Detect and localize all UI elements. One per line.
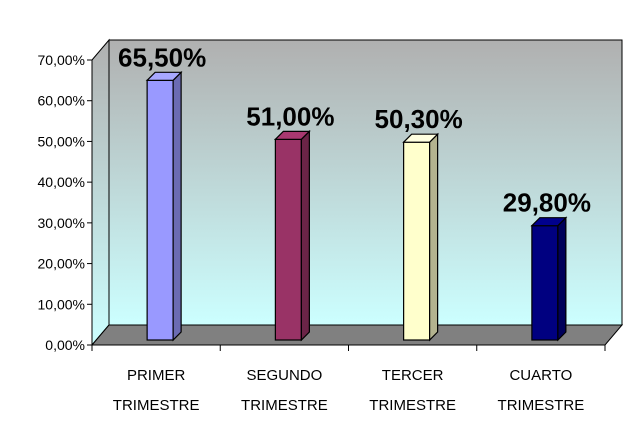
y-tick-label: 30,00%: [38, 215, 85, 231]
labels: 65,50% PRIMER TRIMESTRE 51,00% SEGUNDO TRIMES…: [113, 42, 591, 414]
category-label: TRIMESTRE: [498, 397, 585, 414]
bar: [273, 129, 311, 342]
category-label: TERCER: [382, 367, 444, 384]
bar: [145, 70, 183, 342]
bar-side: [172, 70, 182, 342]
y-tick-label: 20,00%: [38, 256, 85, 272]
bar-top: [530, 217, 568, 227]
data-label: 65,50%: [118, 42, 206, 72]
category-label: TRIMESTRE: [113, 397, 200, 414]
category-label: TRIMESTRE: [241, 397, 328, 414]
category-label: SEGUNDO: [246, 367, 322, 384]
bars: [145, 70, 568, 342]
bar-top: [145, 71, 183, 81]
category-label: CUARTO: [509, 367, 572, 384]
y-tick-label: 70,00%: [38, 52, 85, 68]
data-label: 50,30%: [375, 104, 463, 134]
y-tick-label: 60,00%: [38, 93, 85, 109]
data-label: 51,00%: [246, 101, 334, 131]
bar: [530, 216, 568, 342]
y-tick-label: 10,00%: [38, 296, 85, 312]
bar-top: [273, 130, 311, 140]
data-label: 29,80%: [503, 188, 591, 218]
side-wall: [91, 38, 110, 347]
bar: [402, 132, 440, 342]
bar-side: [557, 216, 567, 342]
category-label: PRIMER: [127, 367, 186, 384]
y-tick-label: 40,00%: [38, 174, 85, 190]
bar-side: [429, 132, 439, 342]
bar-front: [531, 225, 559, 341]
y-tick-label: 0,00%: [45, 337, 85, 353]
bar-front: [403, 141, 431, 341]
bar-front: [274, 138, 302, 341]
bar-top: [402, 133, 440, 143]
bar-front: [146, 79, 174, 341]
y-tick-label: 50,00%: [38, 133, 85, 149]
bar-side: [300, 129, 310, 342]
category-label: TRIMESTRE: [369, 397, 456, 414]
axes: 0,00% 10,00% 20,00% 30,00% 40,00% 50,00% 60,00…: [38, 52, 606, 353]
